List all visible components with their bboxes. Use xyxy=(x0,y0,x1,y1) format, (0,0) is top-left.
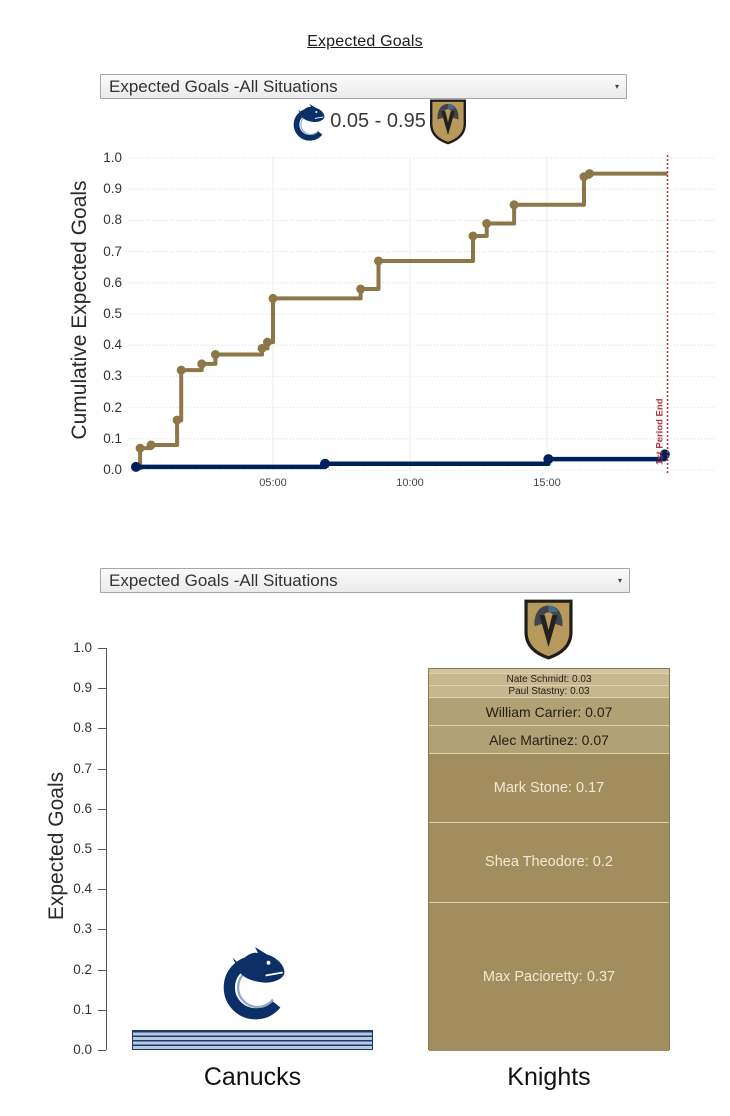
golden-knights-cumulative-line xyxy=(138,171,668,470)
top-y-tick-label: 0.5 xyxy=(103,306,122,321)
knights-stacked-bar: Nate Schmidt: 0.03 Paul Stastny: 0.03 Will… xyxy=(428,668,670,1051)
bar-segment-sliver xyxy=(429,669,669,674)
top-y-tick-label: 0.9 xyxy=(103,181,122,197)
bar-segment-william-carrier: William Carrier: 0.07 xyxy=(429,697,669,726)
top-y-tick-label: 0.7 xyxy=(103,243,122,259)
canucks-data-point xyxy=(543,454,554,465)
bottom-y-tick-label: 1.0 xyxy=(73,640,92,655)
y-tick-mark xyxy=(98,769,106,770)
top-situation-select-value: Expected Goals -All Situations xyxy=(109,77,338,96)
top-y-tick-label: 0.1 xyxy=(103,430,122,446)
top-y-tick-label: 0.0 xyxy=(103,462,122,477)
x-tick-label: 10:00 xyxy=(396,477,424,489)
canucks-logo-large xyxy=(213,947,291,1022)
score-text: 0.05 - 0.95 xyxy=(330,110,426,132)
y-tick-mark xyxy=(98,809,106,810)
bottom-y-tick-label: 0.8 xyxy=(73,720,92,736)
category-label-knights: Knights xyxy=(507,1063,591,1091)
bottom-y-tick-label: 0.0 xyxy=(73,1042,92,1057)
y-tick-mark xyxy=(98,849,106,850)
top-chart-svg: 05:00 10:00 15:00 1st Period End xyxy=(128,155,716,489)
golden-knights-data-point xyxy=(482,219,492,229)
golden-knights-data-point xyxy=(268,293,278,303)
bottom-situation-select-value: Expected Goals -All Situations xyxy=(109,571,338,590)
bottom-y-tick-label: 0.4 xyxy=(73,881,92,897)
golden-knights-data-point xyxy=(468,231,478,241)
top-y-tick-label: 0.6 xyxy=(103,274,122,290)
golden-knights-data-point xyxy=(356,284,366,294)
y-tick-mark xyxy=(98,688,106,689)
y-tick-mark xyxy=(98,648,106,649)
bottom-y-tick-label: 0.2 xyxy=(73,961,92,977)
bar-segment-alec-martinez: Alec Martinez: 0.07 xyxy=(429,725,669,754)
golden-knights-data-point xyxy=(172,415,182,425)
chevron-down-icon: ▾ xyxy=(617,576,622,585)
chevron-down-icon: ▾ xyxy=(614,82,619,91)
golden-knights-data-point xyxy=(197,359,207,369)
bar-segment-shea-theodore: Shea Theodore: 0.2 xyxy=(429,821,669,903)
bottom-y-tick-label: 0.7 xyxy=(73,760,92,776)
y-tick-mark xyxy=(98,1010,106,1011)
top-situation-select[interactable]: Expected Goals -All Situations ▾ xyxy=(100,74,627,99)
canucks-cumulative-line xyxy=(136,452,668,470)
bottom-y-tick-label: 0.9 xyxy=(73,680,92,696)
category-label-canucks: Canucks xyxy=(203,1063,302,1091)
canucks-data-point xyxy=(320,458,331,469)
y-tick-mark xyxy=(98,889,106,890)
bar-segment-mark-stone: Mark Stone: 0.17 xyxy=(429,753,669,822)
canucks-logo xyxy=(289,104,327,142)
canucks-stacked-bar xyxy=(132,1030,373,1050)
bar-segment-paul-stastny: Paul Stastny: 0.03 xyxy=(429,685,669,698)
golden-knights-data-point xyxy=(210,350,220,360)
golden-knights-data-point xyxy=(509,200,519,210)
y-tick-mark xyxy=(98,1050,106,1051)
y-tick-mark xyxy=(98,970,106,971)
golden-knights-data-point xyxy=(584,169,594,179)
top-y-tick-label: 0.8 xyxy=(103,212,122,228)
y-tick-mark xyxy=(98,728,106,729)
bottom-y-tick-label: 0.6 xyxy=(73,800,92,816)
bottom-y-tick-label: 0.5 xyxy=(73,841,92,856)
golden-knights-data-point xyxy=(257,343,267,353)
y-tick-mark xyxy=(98,929,106,930)
golden-knights-data-point xyxy=(146,440,156,450)
bottom-situation-select[interactable]: Expected Goals -All Situations ▾ xyxy=(100,568,630,593)
top-y-tick-label: 0.4 xyxy=(103,337,122,353)
bar-segment-max-pacioretty: Max Pacioretty: 0.37 xyxy=(429,902,669,1051)
golden-knights-data-point xyxy=(176,365,186,375)
bottom-y-tick-label: 0.3 xyxy=(73,921,92,937)
page-title: Expected Goals xyxy=(307,33,423,50)
golden-knights-data-point xyxy=(263,337,273,347)
top-y-tick-label: 0.3 xyxy=(103,368,122,384)
golden-knights-logo-large xyxy=(520,598,577,660)
top-y-tick-label: 0.2 xyxy=(103,399,122,415)
top-y-tick-label: 1.0 xyxy=(103,150,122,165)
golden-knights-data-point xyxy=(373,256,383,266)
y-axis-line xyxy=(106,648,107,1050)
x-tick-label: 15:00 xyxy=(533,477,561,489)
bar-segment-nate-schmidt: Nate Schmidt: 0.03 xyxy=(429,673,669,686)
golden-knights-logo xyxy=(428,98,468,145)
canucks-data-point xyxy=(131,461,141,472)
x-tick-label: 05:00 xyxy=(259,477,287,489)
bottom-y-tick-label: 0.1 xyxy=(73,1001,92,1017)
golden-knights-data-point xyxy=(135,443,145,453)
period-end-label: 1st Period End xyxy=(655,398,666,465)
